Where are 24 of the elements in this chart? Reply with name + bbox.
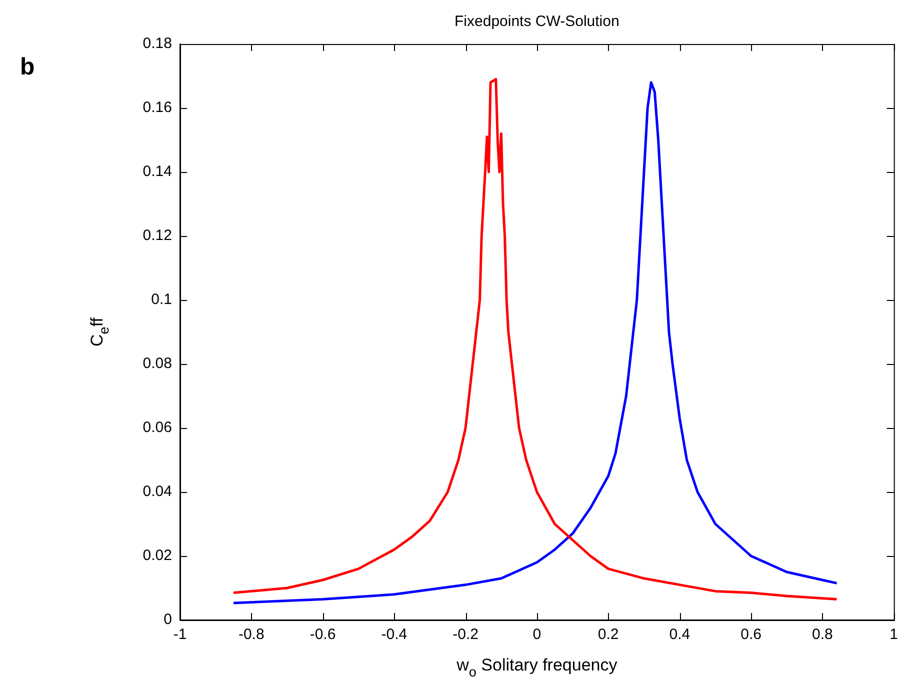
- x-tick-label: 0.8: [812, 626, 833, 644]
- x-tick-label: 0: [532, 626, 542, 644]
- text: b: [20, 54, 35, 81]
- y-tick-label: 0.02: [142, 547, 172, 564]
- y-tick-label: 0.08: [142, 355, 172, 372]
- y-tick-label: 0: [164, 611, 172, 628]
- x-tick-label: 0.6: [740, 626, 762, 644]
- y-tick-label: 0.14: [142, 163, 172, 180]
- chart-title: Fixedpoints CW-Solution: [454, 13, 620, 30]
- y-tick-label: 0.18: [142, 35, 172, 52]
- y-tick-label: 0.12: [142, 227, 172, 244]
- x-tick-label: 0.2: [598, 626, 619, 644]
- x-tick-label: 1: [890, 626, 898, 644]
- x-tick-label: -1: [173, 626, 187, 644]
- y-axis-title: Ceff: [88, 317, 112, 346]
- y-tick-label: 0.16: [142, 99, 172, 116]
- x-tick-label: -0.4: [381, 626, 408, 644]
- x-tick-label: -0.6: [310, 626, 336, 644]
- x-tick-label: 0.4: [669, 626, 690, 644]
- x-tick-label: -0.8: [238, 626, 264, 644]
- x-tick-label: -0.2: [452, 626, 478, 644]
- y-tick-label: 0.06: [142, 419, 172, 436]
- y-tick-label: 0.1: [151, 291, 172, 308]
- y-tick-label: 0.04: [142, 483, 172, 500]
